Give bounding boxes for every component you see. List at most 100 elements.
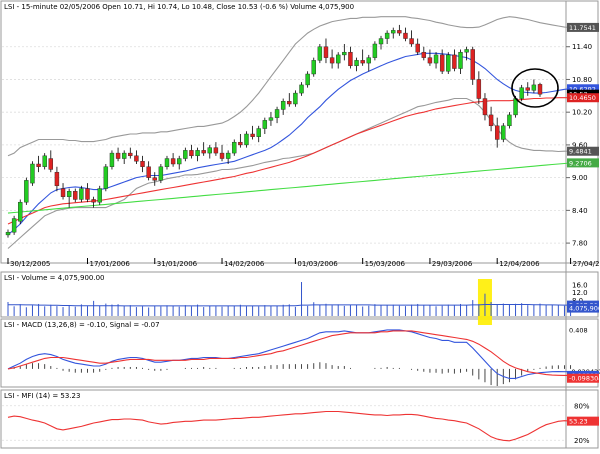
candle-body [336, 54, 341, 64]
price-x-tick-label: 14/02/2006 [224, 260, 265, 268]
candle-body [409, 38, 414, 45]
macd-header: LSI - MACD (13,26,8) = -0.10, Signal = -… [4, 321, 160, 329]
candle-body [507, 114, 512, 127]
candle-body [464, 49, 469, 53]
price-value-label: 9.2706 [569, 159, 592, 167]
candle-body [164, 158, 170, 167]
candle-body [391, 30, 396, 34]
price-x-tick-label: 27/04/2006 [573, 260, 600, 268]
candle-body [238, 141, 243, 146]
price-value-label-box [567, 84, 599, 94]
candle-body [421, 51, 427, 58]
price-value-label-box [567, 158, 599, 168]
candle-body [488, 114, 494, 127]
candle-body [177, 158, 182, 165]
candle-body [213, 147, 219, 154]
candle-body [378, 38, 384, 45]
candle-body [403, 32, 408, 39]
candle-body [280, 101, 286, 110]
mfi-y-tick-label: 80% [574, 402, 590, 410]
candle-body [79, 188, 84, 200]
candle-body [537, 84, 543, 95]
candle-body [439, 54, 445, 72]
highlight-circle [511, 68, 559, 108]
candle-body [115, 152, 121, 159]
candle-body [513, 98, 518, 116]
candle-body [250, 133, 255, 137]
candle-body [482, 98, 488, 116]
price-value-label: 10.6292 [569, 85, 596, 93]
candle-body [299, 84, 304, 94]
candle-body [311, 60, 316, 75]
mfi-panel-frame [0, 389, 599, 449]
candle-body [60, 188, 66, 197]
macd-line [7, 329, 571, 379]
signal-line [7, 330, 571, 376]
price-y-tick-label: 9.00 [572, 174, 588, 182]
price-x-tick-label: 31/01/2006 [157, 260, 198, 268]
volume-header: LSI - Volume = 4,075,900.00 [4, 274, 105, 282]
candle-body [91, 199, 96, 203]
candle-body [66, 191, 72, 197]
candle-body [329, 57, 335, 64]
candle-body [140, 161, 145, 167]
candle-body [501, 125, 506, 140]
candle-body [24, 180, 29, 203]
candle-body [494, 125, 500, 140]
candle-body [219, 152, 225, 159]
candle-body [360, 60, 365, 64]
candle-body [103, 166, 109, 189]
candle-body [446, 54, 451, 72]
candle-body [415, 43, 420, 53]
candle-body [348, 51, 353, 67]
candle-body [146, 166, 151, 178]
candle-body [183, 150, 188, 159]
candle-body [85, 188, 90, 200]
price-value-label: 9.4841 [569, 148, 592, 156]
mfi-value-label-box [567, 416, 599, 426]
candle-body [170, 158, 176, 165]
candle-body [427, 57, 433, 64]
volume-y-tick-label: 12.0 [572, 289, 588, 297]
candle-body [5, 231, 11, 236]
price-x-tick-label: 17/01/2006 [89, 260, 130, 268]
candle-body [201, 150, 206, 154]
price-value-label: 11.7541 [569, 24, 596, 32]
candle-body [195, 150, 200, 157]
candle-body [397, 30, 402, 34]
candle-body [189, 150, 194, 157]
candle-body [317, 46, 323, 61]
candle-body [232, 141, 237, 154]
price-value-label-box [567, 93, 599, 103]
candle-body [342, 51, 347, 56]
price-value-label: 10.4650 [569, 94, 596, 102]
candle-body [152, 177, 157, 181]
mfi-y-tick-label: 20% [574, 437, 590, 445]
candle-body [305, 73, 310, 86]
candle-body [372, 43, 378, 58]
ma-long-line [7, 162, 571, 214]
candle-body [323, 46, 329, 58]
price-y-tick-label: 10.20 [572, 109, 592, 117]
price-y-tick-label: 7.80 [572, 240, 588, 248]
candle-body [470, 49, 475, 80]
macd-value-label: -0.098304 [569, 375, 600, 383]
mfi-line [7, 410, 571, 442]
candle-body [121, 152, 127, 159]
candle-body [268, 117, 274, 121]
candle-body [207, 147, 212, 154]
candle-body [433, 54, 439, 64]
candle-body [452, 54, 457, 69]
candle-body [225, 152, 231, 159]
volume-ma-line [8, 304, 571, 307]
candle-body [531, 84, 537, 91]
macd-panel-frame [0, 318, 599, 388]
price-x-tick-label: 12/04/2006 [499, 260, 540, 268]
candle-body [366, 57, 371, 64]
candle-body [30, 163, 35, 184]
candle-body [97, 188, 102, 203]
candle-body [274, 109, 280, 118]
macd-value-label: 0.408 [569, 327, 588, 335]
candle-body [54, 171, 60, 187]
candle-body [48, 158, 54, 170]
